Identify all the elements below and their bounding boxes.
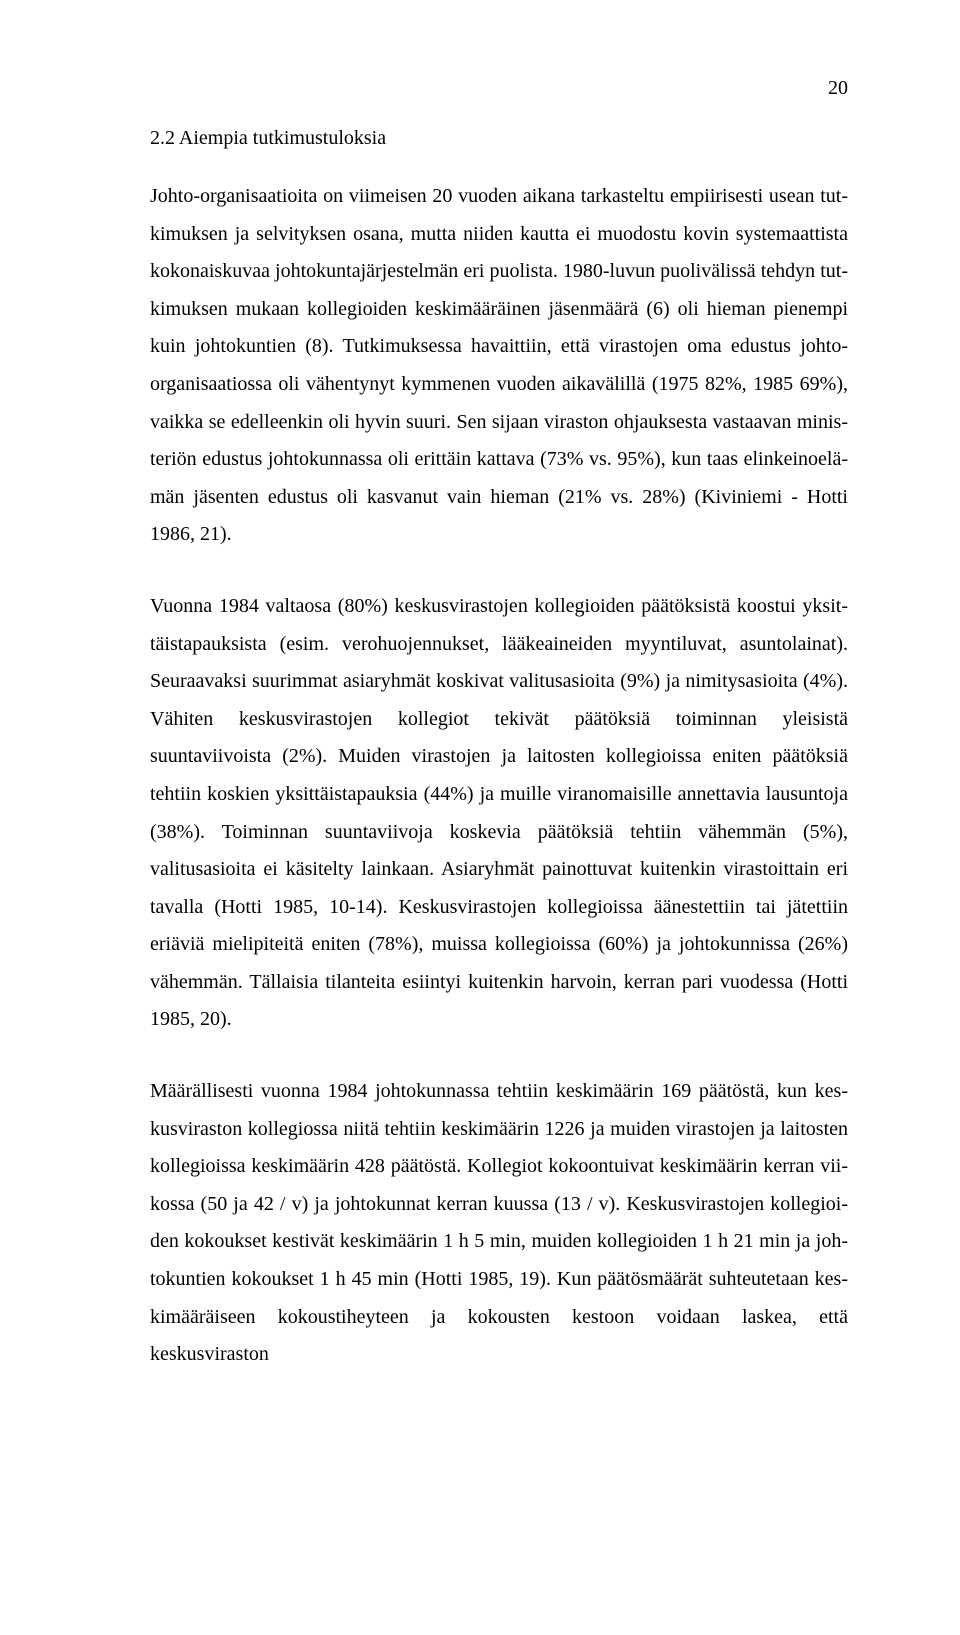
document-page: 20 2.2 Aiempia tutkimustuloksia Johto-or…: [0, 0, 960, 1635]
body-paragraph: Johto-organisaatioita on viimeisen 20 vu…: [150, 178, 848, 554]
page-number: 20: [150, 78, 848, 98]
section-heading: 2.2 Aiempia tutkimustuloksia: [150, 126, 848, 150]
body-paragraph: Vuonna 1984 valtaosa (80%) keskusvirasto…: [150, 588, 848, 1039]
body-paragraph: Määrällisesti vuonna 1984 johtokunnassa …: [150, 1073, 848, 1374]
